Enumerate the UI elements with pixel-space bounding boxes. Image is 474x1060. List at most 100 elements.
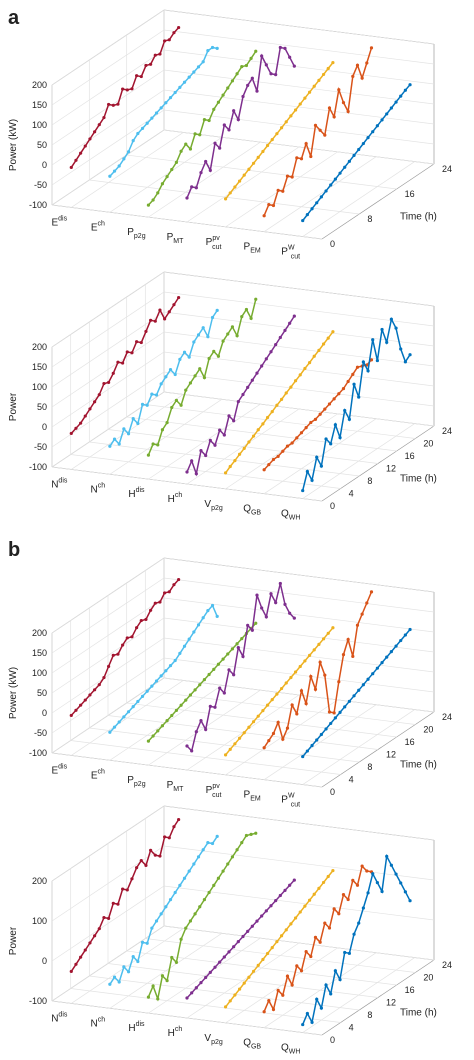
series-marker [204, 159, 208, 164]
series-marker [307, 90, 312, 94]
series-marker [394, 100, 398, 104]
series-marker [108, 444, 112, 448]
series-marker [126, 970, 131, 974]
series-marker [299, 969, 304, 973]
series-marker [216, 354, 221, 358]
series-marker [312, 354, 316, 358]
grid-line [186, 408, 300, 485]
series-marker [331, 868, 335, 873]
y-tick-label: 0 [42, 708, 47, 718]
series-marker [324, 189, 328, 193]
series-marker [283, 328, 287, 332]
series-marker [261, 149, 265, 154]
series-marker [210, 45, 215, 50]
series-marker [352, 694, 356, 698]
series-marker [116, 652, 120, 656]
series-marker [228, 747, 232, 751]
series-marker [196, 65, 201, 69]
series-marker [210, 315, 215, 320]
series-marker [179, 937, 183, 941]
series-marker [271, 1007, 276, 1012]
grid-line [163, 271, 435, 307]
series-marker [233, 459, 237, 463]
series-marker [394, 644, 398, 648]
y-tick-label: 150 [32, 100, 47, 110]
series-marker [199, 981, 203, 985]
grid-line [163, 577, 435, 613]
series-marker [107, 102, 111, 107]
series-marker [329, 442, 333, 446]
grid-line [163, 89, 435, 125]
series-marker [355, 883, 360, 887]
series-marker [190, 749, 194, 753]
series-marker [269, 592, 273, 596]
series-marker [333, 716, 337, 720]
series-marker [327, 926, 332, 930]
series-marker [250, 76, 254, 80]
series-marker [327, 106, 332, 110]
series-marker [256, 155, 260, 159]
grid-line [186, 146, 300, 223]
grid-line [163, 311, 435, 347]
series-marker [385, 112, 389, 116]
y-tick-label: -100 [29, 748, 47, 758]
series-marker [285, 174, 290, 178]
series-marker [158, 854, 162, 858]
series-marker [361, 906, 365, 910]
series-marker [283, 888, 287, 892]
series-marker [369, 590, 374, 594]
grid-line [163, 597, 435, 633]
series-marker [317, 348, 321, 352]
series-marker [74, 158, 78, 162]
series-marker [309, 674, 313, 679]
series-marker [163, 591, 167, 595]
series-marker [140, 940, 145, 945]
series-marker [270, 138, 274, 142]
series-marker [246, 929, 250, 933]
y-tick-label: 150 [32, 362, 47, 372]
series-marker [136, 421, 140, 426]
series-marker [281, 449, 285, 453]
series-marker [223, 197, 228, 201]
series-marker [131, 955, 135, 959]
category-name: P [244, 242, 251, 253]
series-marker [151, 442, 155, 446]
series-marker [246, 385, 250, 389]
category-label: QWH [281, 509, 300, 522]
series-marker [135, 74, 139, 78]
series-marker [403, 890, 407, 894]
grid-line [51, 9, 165, 86]
y-tick-label: -50 [34, 442, 47, 452]
series-marker [158, 308, 162, 312]
series-marker [226, 86, 230, 90]
grid-line [263, 156, 377, 233]
series-marker [347, 417, 351, 421]
series-marker [216, 876, 221, 880]
series-marker [222, 433, 226, 437]
series-marker [187, 75, 191, 79]
series-marker [172, 825, 176, 829]
series-marker [140, 126, 145, 131]
series-marker [226, 652, 230, 656]
series-marker [244, 307, 249, 312]
series-marker [126, 150, 131, 154]
category-sup: W [288, 245, 295, 252]
series-marker [366, 136, 370, 140]
category-sub: p2g [211, 1039, 223, 1046]
category-name: P [206, 237, 213, 248]
grid-line [163, 845, 435, 881]
x-tick-label: 24 [442, 712, 452, 722]
category-sub: WH [289, 1049, 301, 1056]
series-marker [182, 350, 187, 354]
series-marker [324, 983, 328, 987]
series-marker [179, 403, 183, 407]
series-marker [204, 727, 208, 732]
series-marker [192, 70, 196, 74]
series-marker [215, 308, 219, 313]
series-marker [351, 74, 355, 78]
series-marker [146, 453, 151, 457]
series-marker [317, 886, 321, 890]
category-sup: dis [58, 1011, 67, 1018]
grid-line [186, 942, 300, 1019]
series-marker [284, 928, 288, 932]
